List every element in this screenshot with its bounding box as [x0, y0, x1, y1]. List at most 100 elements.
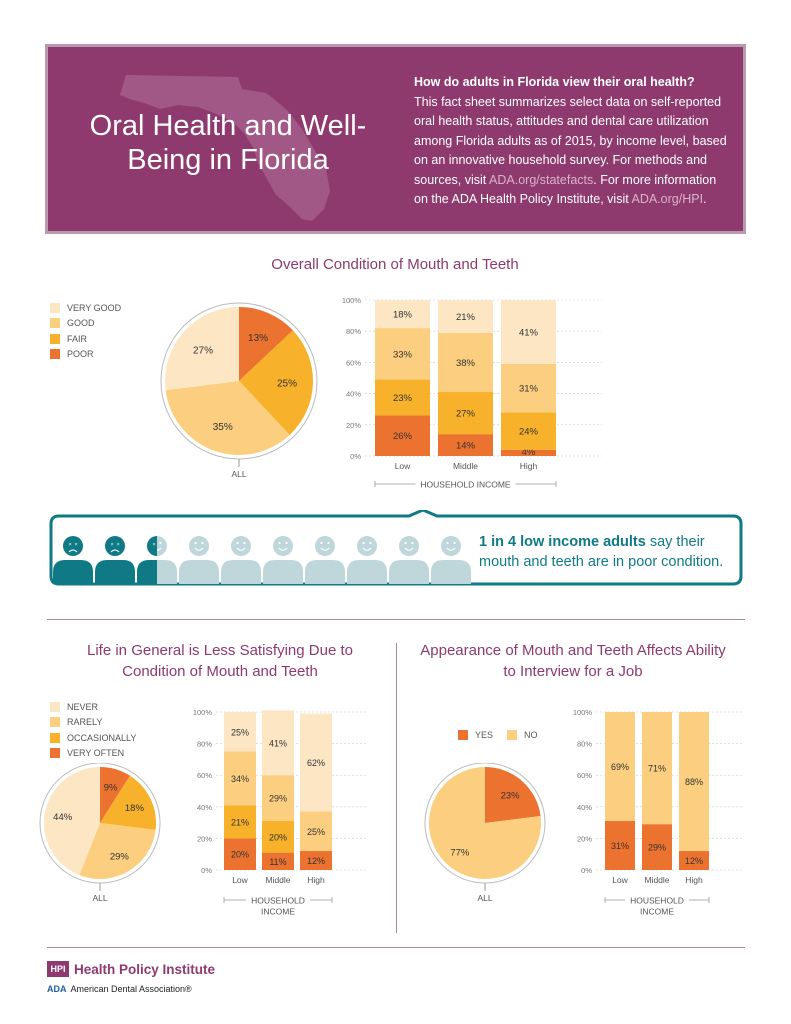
intro-text: How do adults in Florida view their oral… — [414, 73, 729, 210]
bar-segment-no — [605, 712, 635, 822]
bar-segment-never — [262, 710, 294, 776]
pie-slice-good — [165, 381, 290, 455]
bar-label-occasionally: 20% — [269, 832, 287, 842]
bar-segment-never — [224, 712, 256, 752]
hpi-name: Health Policy Institute — [74, 961, 216, 977]
legend-item-never: NEVER — [50, 699, 136, 715]
pie-all-label: ALL — [231, 469, 246, 478]
y-tick-label: 80% — [577, 740, 592, 749]
bar-label-good: 38% — [456, 358, 476, 369]
pie-label-very-often: 9% — [104, 783, 118, 794]
y-tick-label: 0% — [201, 866, 212, 875]
y-tick-label: 40% — [197, 803, 212, 812]
bar-label-yes: 12% — [685, 856, 703, 866]
bar-label-good: 33% — [393, 349, 413, 360]
section3-title: Appearance of Mouth and Teeth Affects Ab… — [420, 642, 726, 680]
y-tick-label: 60% — [346, 358, 361, 367]
section2-legend: NEVER RARELY OCCASIONALLY VERY OFTEN — [50, 699, 136, 761]
legend-item-good: GOOD — [50, 316, 121, 332]
svg-text:×: × — [117, 542, 120, 548]
x-axis-label-bg — [415, 479, 516, 489]
person-icon — [347, 536, 387, 584]
intro-body: This fact sheet summarizes select data o… — [414, 94, 727, 187]
legend-item-very-often: VERY OFTEN — [50, 746, 136, 762]
page-title: Oral Health and Well-Being in Florida — [89, 110, 367, 176]
pie-label-poor: 13% — [248, 333, 268, 344]
x-tick-label: High — [307, 875, 325, 885]
condition-bar-chart: 0% 20% 40% 60% 80% 100% 26% 23% 33% 18% Low 14% 27% 3… — [342, 296, 602, 490]
bar-segment-very-often — [224, 838, 256, 870]
bar-label-yes: 29% — [648, 843, 666, 853]
job-pie-chart: 23% 77% ALL — [424, 763, 546, 903]
divider-bottom — [47, 947, 745, 948]
bar-segment-occasionally — [224, 805, 256, 839]
intro-end: . — [703, 192, 707, 206]
life-pie-chart: 9% 18% 29% 44% ALL — [39, 763, 161, 903]
x-axis-label-bg — [246, 895, 310, 905]
x-tick-label: High — [520, 461, 538, 471]
x-axis-label-bg — [625, 895, 689, 905]
x-axis-label: HOUSEHOLD INCOME — [420, 480, 511, 490]
legend-item-yes: YES — [458, 727, 493, 743]
x-axis-label: HOUSEHOLD — [630, 896, 684, 906]
statefacts-link[interactable]: ADA.org/statefacts — [489, 172, 594, 187]
y-tick-label: 40% — [346, 390, 361, 399]
person-icon-poor: × × — [95, 536, 135, 584]
bar-label-poor: 14% — [456, 441, 476, 452]
pie-label-no: 77% — [450, 848, 470, 859]
legend-item-poor: POOR — [50, 347, 121, 363]
ada-name: American Dental Association® — [70, 984, 192, 994]
pie-label-fair: 25% — [277, 379, 297, 390]
hpi-brand: HPI Health Policy Institute — [47, 961, 215, 977]
svg-text:×: × — [153, 542, 156, 548]
person-icon-poor: × × — [53, 536, 93, 584]
bar-label-fair: 27% — [456, 409, 476, 420]
bar-segment-yes — [642, 824, 672, 870]
person-icon — [389, 536, 429, 584]
bar-label-no: 69% — [611, 762, 629, 772]
bar-label-no: 71% — [648, 764, 666, 774]
person-icon — [179, 536, 219, 584]
pie-slice-very-good — [165, 307, 239, 391]
bar-label-rarely: 34% — [231, 774, 249, 784]
bar-label-very-often: 20% — [231, 850, 249, 860]
bar-segment-no — [642, 712, 672, 825]
hpi-link[interactable]: ADA.org/HPI — [631, 192, 704, 206]
callout-box: × × × × × 1 in 4 low income adults say their… — [47, 510, 745, 588]
person-icon — [431, 536, 471, 584]
x-tick-label: High — [685, 875, 703, 885]
y-tick-label: 20% — [197, 834, 212, 843]
bar-label-fair: 23% — [393, 393, 413, 404]
svg-text:×: × — [111, 542, 114, 548]
pie-label-yes: 23% — [501, 790, 521, 801]
x-axis-label: HOUSEHOLD — [251, 896, 305, 906]
section1-legend: VERY GOOD GOOD FAIR POOR — [50, 300, 121, 362]
section2-title: Life in General is Less Satisfying Due t… — [87, 642, 353, 680]
pie-all-label: ALL — [477, 893, 492, 903]
bar-label-never: 62% — [307, 758, 325, 768]
bar-label-very-often: 11% — [269, 857, 286, 867]
bar-label-never: 41% — [269, 738, 287, 748]
bar-segment-good — [501, 363, 556, 413]
pie-label-rarely: 29% — [110, 852, 130, 863]
y-tick-label: 0% — [350, 452, 361, 461]
x-tick-label: Middle — [453, 461, 478, 471]
bar-segment-fair — [438, 392, 493, 435]
bar-label-fair: 24% — [519, 427, 539, 438]
person-icon — [305, 536, 345, 584]
legend-item-fair: FAIR — [50, 331, 121, 347]
bar-label-rarely: 25% — [307, 827, 325, 837]
y-tick-label: 40% — [577, 803, 592, 812]
y-tick-label: 100% — [342, 296, 362, 305]
pie-label-never: 44% — [53, 812, 73, 823]
y-tick-label: 20% — [346, 421, 361, 430]
bar-label-good: 31% — [519, 384, 539, 395]
intro-body-2: . For more information on the ADA Health… — [414, 172, 717, 207]
y-tick-label: 100% — [573, 708, 593, 717]
callout-message: 1 in 4 low income adults say their mouth… — [479, 532, 739, 572]
bar-segment-good — [375, 328, 430, 380]
person-icon — [221, 536, 261, 584]
pie-slice-very-often — [100, 767, 131, 823]
bar-label-rarely: 29% — [269, 794, 287, 804]
bar-segment-no — [679, 712, 709, 852]
